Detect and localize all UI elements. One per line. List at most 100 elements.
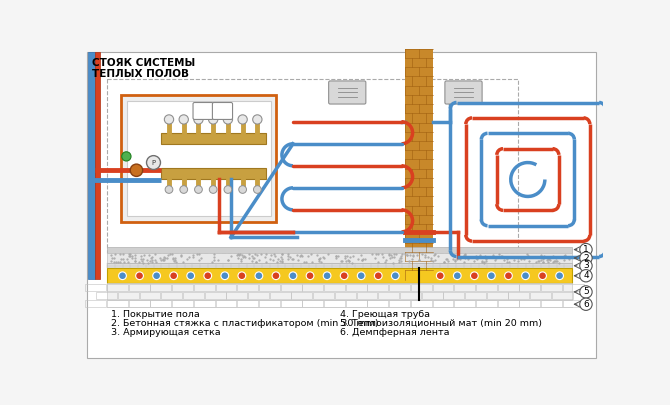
Circle shape bbox=[153, 272, 161, 279]
Bar bbox=[85, 284, 107, 291]
FancyBboxPatch shape bbox=[212, 102, 232, 119]
Text: 4. Греющая труба: 4. Греющая труба bbox=[340, 310, 429, 319]
Circle shape bbox=[208, 115, 218, 124]
Bar bbox=[433, 284, 454, 291]
Text: 1: 1 bbox=[583, 245, 589, 254]
Bar bbox=[161, 292, 182, 299]
Bar bbox=[444, 292, 464, 299]
Bar bbox=[421, 292, 443, 299]
Circle shape bbox=[204, 272, 212, 279]
Text: 3: 3 bbox=[583, 261, 589, 270]
Circle shape bbox=[180, 185, 188, 193]
Bar bbox=[216, 300, 237, 307]
Circle shape bbox=[164, 115, 174, 124]
Circle shape bbox=[122, 152, 131, 161]
Circle shape bbox=[238, 272, 246, 279]
Circle shape bbox=[130, 164, 143, 177]
Bar bbox=[302, 284, 323, 291]
Bar bbox=[237, 284, 258, 291]
Bar bbox=[367, 300, 389, 307]
Circle shape bbox=[194, 185, 202, 193]
Text: 1. Покрытие пола: 1. Покрытие пола bbox=[111, 310, 200, 319]
Bar bbox=[139, 292, 161, 299]
Bar bbox=[237, 300, 258, 307]
Circle shape bbox=[221, 272, 228, 279]
Bar bbox=[121, 95, 276, 222]
Circle shape bbox=[194, 115, 203, 124]
Circle shape bbox=[340, 272, 348, 279]
Bar bbox=[172, 300, 193, 307]
Text: 6. Демпферная лента: 6. Демпферная лента bbox=[340, 328, 449, 337]
Bar bbox=[107, 79, 518, 253]
Bar bbox=[281, 300, 302, 307]
Bar bbox=[411, 300, 431, 307]
Text: 2: 2 bbox=[583, 254, 589, 262]
Bar bbox=[476, 284, 497, 291]
Bar bbox=[530, 292, 551, 299]
Bar bbox=[498, 300, 519, 307]
Circle shape bbox=[165, 185, 173, 193]
Circle shape bbox=[505, 272, 513, 279]
Circle shape bbox=[170, 272, 178, 279]
Bar bbox=[96, 292, 117, 299]
Bar bbox=[107, 300, 128, 307]
Bar bbox=[498, 284, 519, 291]
Bar bbox=[204, 292, 226, 299]
Circle shape bbox=[522, 272, 529, 279]
Bar bbox=[107, 268, 572, 284]
Circle shape bbox=[580, 252, 592, 264]
Bar bbox=[281, 284, 302, 291]
Circle shape bbox=[323, 272, 331, 279]
Bar bbox=[270, 292, 291, 299]
Bar bbox=[324, 300, 345, 307]
Bar bbox=[248, 292, 269, 299]
Bar bbox=[509, 292, 529, 299]
Bar bbox=[259, 300, 280, 307]
Bar bbox=[302, 300, 323, 307]
Circle shape bbox=[147, 156, 161, 169]
Bar bbox=[389, 284, 410, 291]
Bar bbox=[519, 284, 540, 291]
Bar bbox=[324, 284, 345, 291]
Bar bbox=[172, 284, 193, 291]
Text: 2. Бетонная стяжка с пластификатором (min 30 mm): 2. Бетонная стяжка с пластификатором (mi… bbox=[111, 319, 379, 328]
Bar bbox=[118, 292, 139, 299]
Bar bbox=[85, 300, 107, 307]
Bar bbox=[379, 292, 399, 299]
Circle shape bbox=[580, 298, 592, 310]
Bar bbox=[389, 300, 410, 307]
Bar bbox=[150, 300, 172, 307]
Circle shape bbox=[580, 243, 592, 256]
Circle shape bbox=[272, 272, 280, 279]
Text: 5: 5 bbox=[583, 288, 589, 296]
Circle shape bbox=[375, 272, 382, 279]
Bar bbox=[183, 292, 204, 299]
Bar bbox=[107, 284, 572, 301]
Bar bbox=[405, 49, 433, 276]
FancyBboxPatch shape bbox=[445, 81, 482, 104]
Circle shape bbox=[187, 272, 194, 279]
Bar bbox=[313, 292, 334, 299]
Bar bbox=[94, 52, 100, 279]
Bar bbox=[88, 52, 94, 279]
Bar bbox=[486, 292, 508, 299]
Circle shape bbox=[539, 272, 547, 279]
Text: 4: 4 bbox=[583, 271, 589, 280]
Bar bbox=[107, 247, 572, 253]
Bar bbox=[335, 292, 356, 299]
Bar bbox=[194, 284, 214, 291]
Circle shape bbox=[223, 115, 232, 124]
Bar bbox=[129, 284, 149, 291]
Bar bbox=[563, 284, 584, 291]
Bar bbox=[150, 284, 172, 291]
Circle shape bbox=[580, 270, 592, 282]
Circle shape bbox=[224, 185, 232, 193]
Circle shape bbox=[488, 272, 495, 279]
Bar bbox=[107, 284, 128, 291]
Bar bbox=[107, 253, 572, 263]
Bar bbox=[433, 300, 454, 307]
Text: 6: 6 bbox=[583, 300, 589, 309]
Bar bbox=[367, 284, 389, 291]
Bar bbox=[346, 300, 366, 307]
Bar bbox=[519, 300, 540, 307]
